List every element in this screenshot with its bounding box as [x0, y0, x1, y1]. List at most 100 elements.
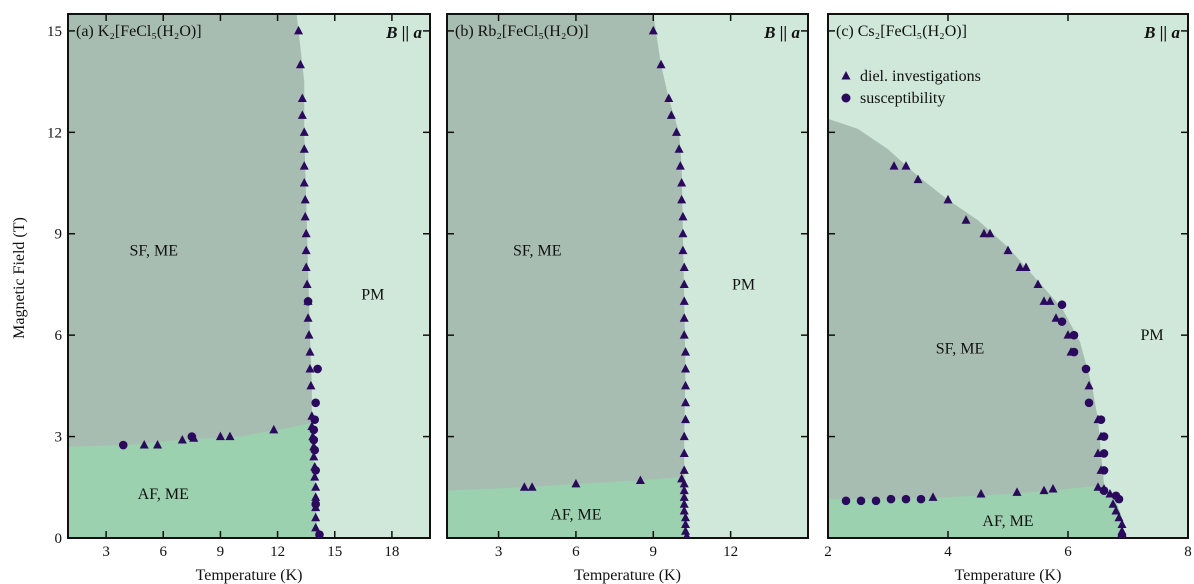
dielectric-point [679, 492, 689, 501]
dielectric-point [681, 397, 691, 407]
phase-regions [68, 14, 430, 538]
susceptibility-point [1057, 300, 1067, 310]
dielectric-point [943, 194, 953, 204]
dielectric-point [1012, 487, 1022, 496]
dielectric-point [311, 482, 321, 491]
sf-region-label: SF, ME [513, 243, 562, 260]
dielectric-point [153, 440, 163, 449]
dielectric-point [1039, 296, 1049, 305]
dielectric-point [1048, 483, 1058, 493]
x-tick-label: 3 [102, 544, 110, 560]
af-region [447, 477, 687, 538]
dielectric-point [294, 25, 304, 35]
dielectric-point [300, 211, 310, 221]
susceptibility-point [313, 364, 322, 374]
dielectric-point [297, 110, 307, 119]
y-tick-label: 12 [47, 125, 62, 141]
dielectric-point [679, 505, 689, 515]
dielectric-point [679, 465, 689, 474]
y-tick-label: 9 [55, 227, 63, 243]
susceptibility-point [1096, 415, 1106, 424]
panel-title: (c) Cs₂[FeCl₅(H₂O)] [836, 23, 967, 40]
dielectric-point [305, 347, 315, 356]
x-tick-label: 12 [270, 544, 285, 560]
dielectric-point [679, 431, 689, 441]
field-direction-label: B || a [385, 23, 422, 42]
dielectric-point [269, 424, 279, 434]
dielectric-point [1045, 296, 1055, 305]
dielectric-point [681, 414, 691, 424]
phase-regions [828, 14, 1188, 538]
dielectric-point [678, 211, 688, 221]
sf-region [447, 14, 687, 538]
susceptibility-point [1099, 486, 1109, 495]
sf-region [828, 118, 1125, 538]
dielectric-point [985, 228, 995, 238]
susceptibility-point [1099, 466, 1109, 475]
pm-region-label: PM [1140, 327, 1163, 344]
dielectric-point [300, 194, 310, 204]
dielectric-point [679, 485, 689, 495]
dielectric-point [913, 174, 923, 184]
dielectric-point [1111, 505, 1121, 515]
susceptibility-point [118, 440, 128, 450]
dielectric-point [225, 431, 235, 441]
x-tick-label: 3 [495, 544, 503, 560]
x-tick-label: 6 [572, 544, 580, 560]
sf-region [68, 14, 318, 538]
dielectric-point [648, 25, 658, 35]
y-axis-label: Magnetic Field (T) [11, 217, 28, 339]
panel-title: (a) K₂[FeCl₅(H₂O)] [76, 23, 202, 40]
panel-a: 3 6 9 12 15 18 0 3 6 9 12 15 Temperature (K) (a) K₂[F… [47, 13, 431, 584]
dielectric-point [679, 296, 689, 305]
susceptibility-point [841, 496, 851, 506]
x-axis-label: Temperature (K) [574, 567, 681, 584]
dielectric-point [679, 499, 689, 508]
dielectric-point [519, 482, 529, 491]
dielectric-point [571, 478, 581, 488]
x-axis-label: Temperature (K) [955, 567, 1062, 584]
af-region-label: AF, ME [138, 486, 189, 503]
dielectric-point [681, 347, 691, 356]
x-tick-label: 12 [723, 544, 738, 560]
dielectric-point [299, 127, 309, 136]
dielectric-point [656, 59, 666, 69]
dielectric-point [961, 215, 971, 224]
sf-region-label: SF, ME [129, 243, 178, 260]
x-tick-label: 18 [384, 544, 399, 560]
y-tick-label: 15 [47, 24, 62, 40]
susceptibility-point [311, 499, 320, 509]
dielectric-point [681, 526, 691, 535]
dielectric-point [299, 144, 309, 153]
x-tick-label: 2 [824, 544, 832, 560]
susceptibility-point [310, 415, 320, 424]
susceptibility-point [303, 297, 313, 306]
dielectric-point [1117, 519, 1127, 528]
dielectric-point [309, 451, 319, 461]
dielectric-point [635, 475, 645, 485]
dielectric-point [1003, 245, 1013, 255]
pm-region-label: PM [732, 276, 755, 293]
dielectric-point [681, 519, 691, 528]
susceptibility-point [886, 494, 896, 504]
susceptibility-point [1099, 449, 1109, 458]
x-tick-label: 9 [217, 544, 225, 560]
panel-b: 3 6 9 12 Temperature (K) (b) Rb₂[FeCl₅(H₂O)] B… [446, 13, 809, 584]
susceptibility-point [1081, 364, 1091, 374]
legend-circle-icon [841, 93, 851, 103]
x-tick-label: 4 [944, 544, 952, 560]
susceptibility-point [1117, 532, 1127, 538]
dielectric-point [311, 492, 321, 501]
susceptibility-point [310, 445, 320, 455]
plot-frame [446, 13, 809, 539]
x-tick-label: 6 [160, 544, 168, 560]
dielectric-point [310, 472, 320, 481]
dielectric-point [301, 245, 311, 255]
field-direction-label: B || a [763, 23, 800, 42]
dielectric-point [295, 59, 305, 69]
susceptibility-point [856, 496, 866, 506]
x-tick-label: 8 [1184, 544, 1192, 560]
dielectric-point [1033, 279, 1043, 288]
dielectric-point [215, 431, 225, 441]
